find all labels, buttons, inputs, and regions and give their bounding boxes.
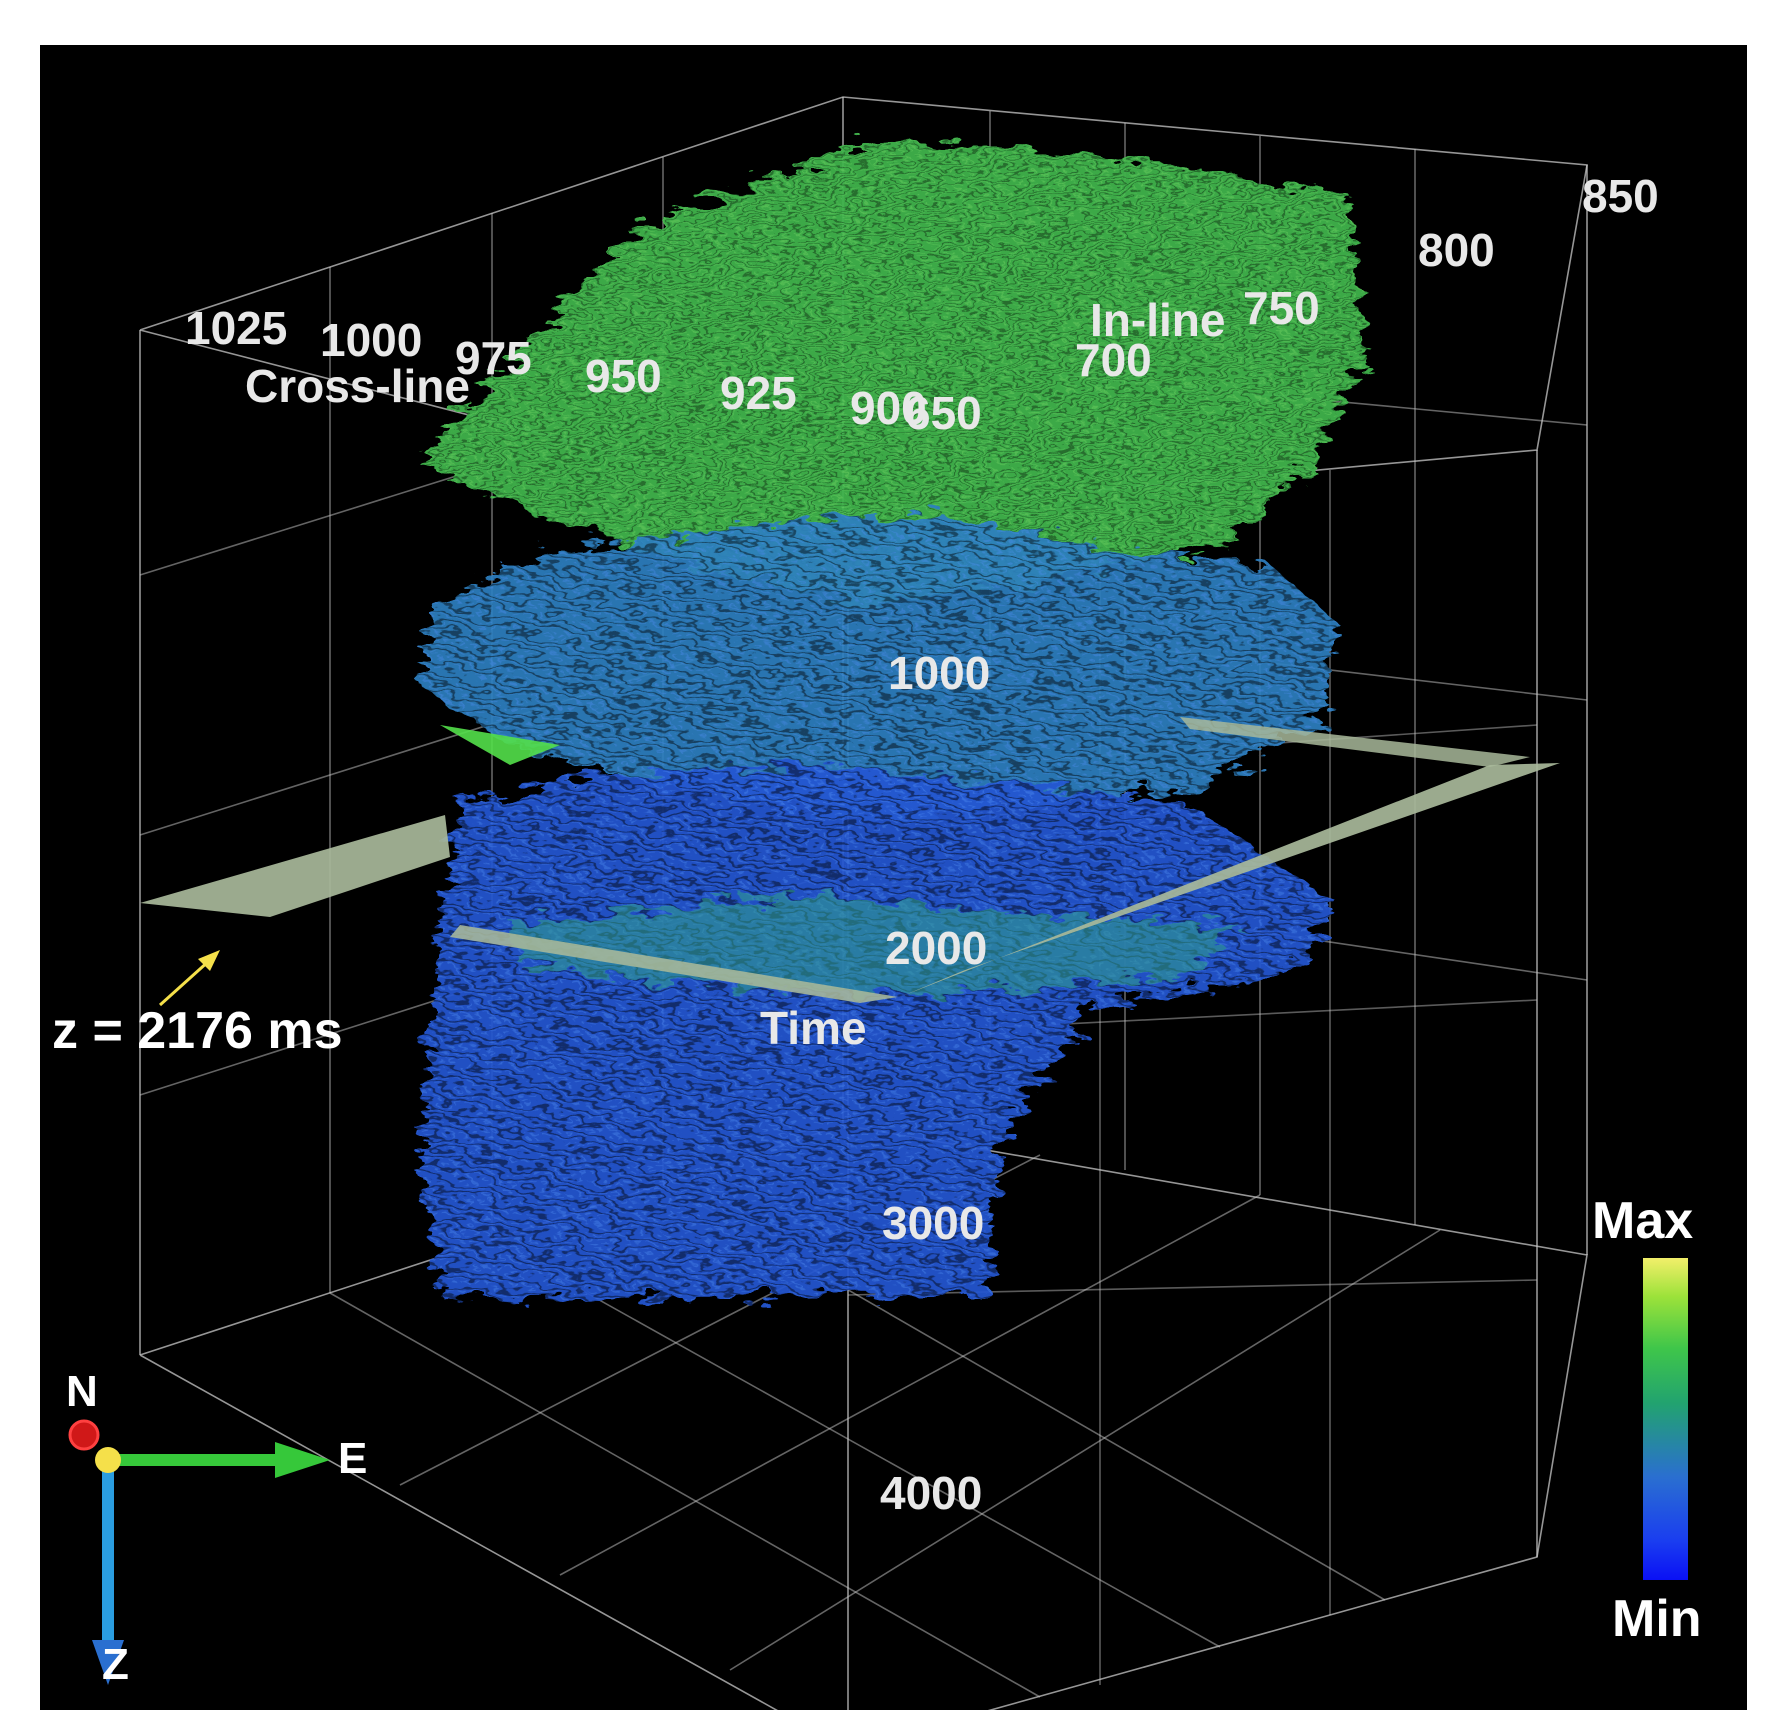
crossline-tick-950: 950 [585,350,662,402]
attribute-volume [420,140,1365,1300]
shallow-attribute-texture [420,140,1365,605]
time-tick-1000: 1000 [888,647,991,699]
down-label: Z [102,1640,129,1689]
slice-depth-annotation: z = 2176 ms [52,1002,343,1060]
inline-tick-700: 700 [1075,334,1152,386]
deep-attribute-texture [420,765,1340,1300]
crossline-tick-1000: 1000 [320,314,423,366]
colorbar-max-label: Max [1592,1192,1694,1250]
inline-tick-650: 650 [905,387,982,439]
orientation-axes [68,1419,330,1685]
slice-arrow [158,950,220,1007]
crossline-tick-975: 975 [455,332,532,384]
east-label: E [338,1434,368,1483]
inline-tick-750: 750 [1243,282,1320,334]
time-tick-2000: 2000 [885,922,988,974]
middle-attribute-texture [420,515,1340,820]
colorbar-min-label: Min [1612,1590,1702,1648]
colorbar [1643,1258,1688,1580]
time-axis-title: Time [760,1002,867,1054]
north-axis-marker [68,1419,100,1451]
crossline-tick-900: 900 [850,382,927,434]
seismic-3d-view: 1025 1000 975 950 925 900 Cross-line 850… [40,45,1747,1710]
crossline-axis-title: Cross-line [245,360,470,412]
inline-axis-title: In-line [1090,294,1226,346]
inline-tick-850: 850 [1582,170,1659,222]
time-tick-4000: 4000 [880,1467,983,1519]
north-label: N [66,1367,98,1416]
time-slice-plane [140,717,1560,1003]
seismic-volume-scene [68,96,1588,1710]
time-tick-3000: 3000 [882,1197,985,1249]
crossline-tick-1025: 1025 [185,302,288,354]
inline-tick-800: 800 [1418,224,1495,276]
crossline-tick-925: 925 [720,367,797,419]
